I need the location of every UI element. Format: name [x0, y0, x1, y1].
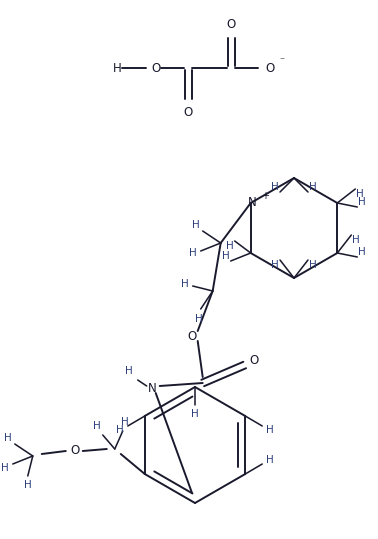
Text: ⁻: ⁻: [279, 56, 285, 66]
Text: H: H: [356, 189, 364, 199]
Text: H: H: [121, 417, 129, 427]
Text: O: O: [183, 107, 193, 120]
Text: N: N: [148, 382, 157, 395]
Text: H: H: [93, 421, 101, 431]
Text: O: O: [187, 329, 196, 342]
Text: H: H: [352, 235, 360, 245]
Text: H: H: [271, 260, 279, 270]
Text: H: H: [309, 182, 317, 192]
Text: H: H: [116, 425, 124, 435]
Text: H: H: [192, 220, 200, 230]
Text: H: H: [309, 260, 317, 270]
Text: O: O: [226, 17, 235, 31]
Text: H: H: [4, 433, 12, 443]
Text: H: H: [24, 480, 32, 490]
Text: +: +: [261, 191, 269, 201]
Text: H: H: [113, 61, 121, 74]
Text: H: H: [222, 251, 229, 261]
Text: H: H: [358, 197, 366, 207]
Text: H: H: [191, 409, 199, 419]
Text: H: H: [181, 279, 189, 289]
Text: H: H: [1, 463, 9, 473]
Text: O: O: [249, 354, 258, 367]
Text: H: H: [189, 248, 197, 258]
Text: N: N: [248, 197, 257, 210]
Text: H: H: [271, 182, 279, 192]
Text: H: H: [195, 314, 203, 324]
Text: H: H: [226, 241, 234, 251]
Text: O: O: [265, 61, 275, 74]
Text: H: H: [358, 247, 366, 257]
Text: H: H: [125, 366, 133, 376]
Text: O: O: [70, 445, 79, 458]
Text: H: H: [266, 455, 274, 465]
Text: H: H: [266, 425, 274, 435]
Text: O: O: [151, 61, 161, 74]
